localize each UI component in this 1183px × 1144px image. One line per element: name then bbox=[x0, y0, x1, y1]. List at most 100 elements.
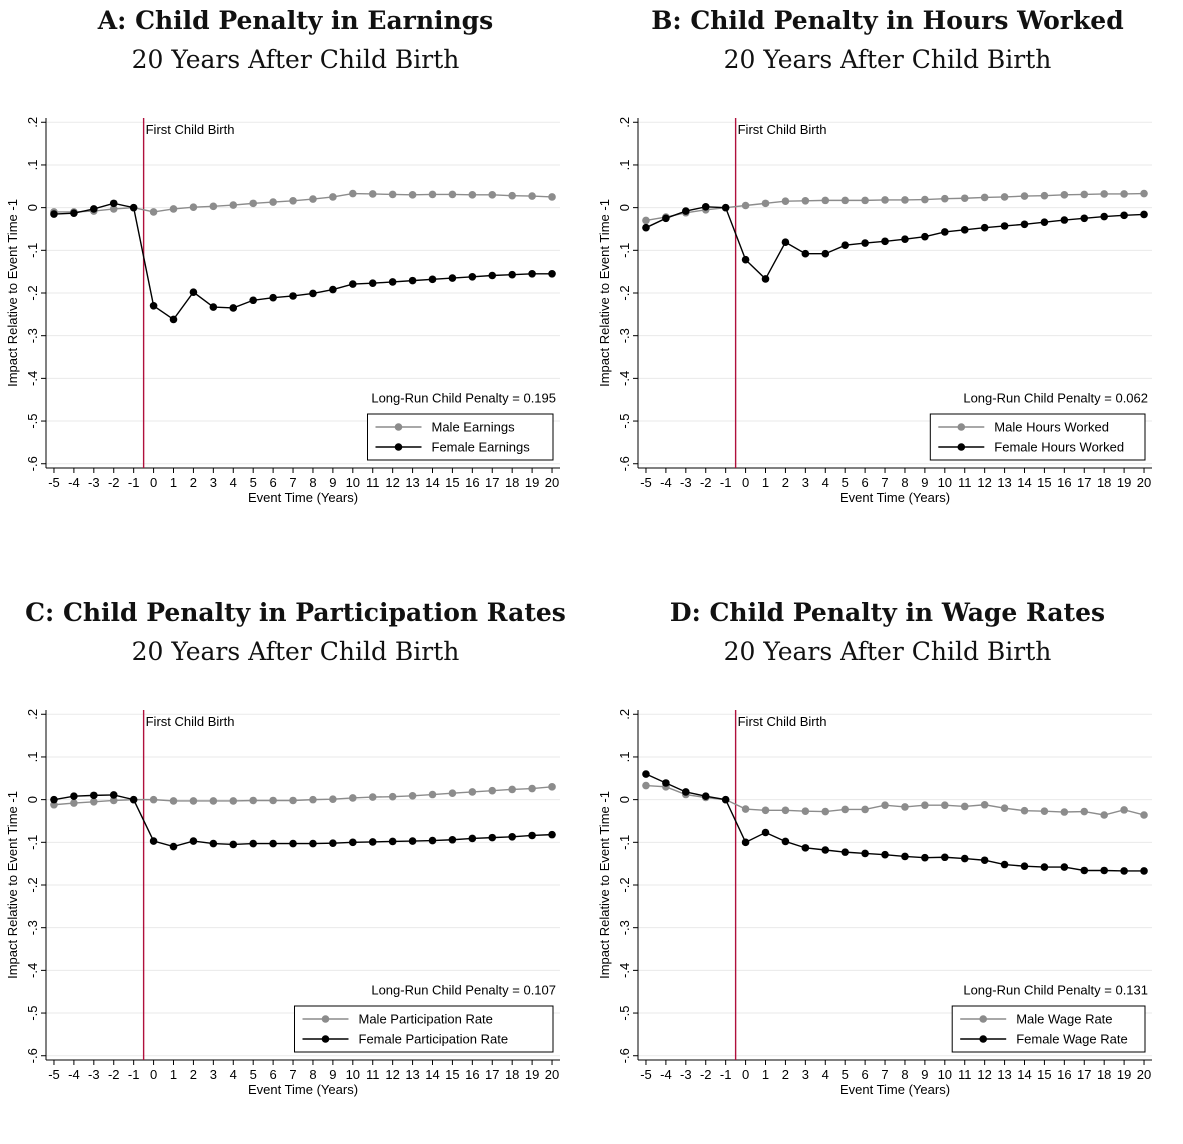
legend-label: Female Earnings bbox=[432, 440, 531, 455]
x-tick-label: 5 bbox=[842, 1067, 849, 1082]
data-point bbox=[448, 789, 457, 798]
data-point bbox=[1120, 806, 1128, 814]
y-tick-label: -.6 bbox=[25, 1048, 40, 1063]
data-point bbox=[408, 191, 417, 199]
data-point bbox=[528, 831, 536, 840]
x-axis-title: Event Time (Years) bbox=[840, 490, 950, 505]
x-tick-label: -2 bbox=[700, 1067, 712, 1082]
x-tick-label: 15 bbox=[445, 475, 459, 490]
data-point bbox=[662, 214, 670, 223]
data-point bbox=[1060, 863, 1069, 871]
data-point bbox=[329, 839, 337, 847]
data-point bbox=[448, 274, 457, 282]
data-point bbox=[901, 803, 909, 811]
data-point bbox=[349, 838, 357, 847]
data-point bbox=[941, 194, 949, 203]
data-point bbox=[189, 797, 198, 805]
data-point bbox=[528, 269, 536, 278]
data-point bbox=[1100, 190, 1108, 198]
x-tick-label: -1 bbox=[128, 475, 140, 490]
data-point bbox=[508, 191, 516, 200]
data-point bbox=[821, 249, 830, 258]
x-tick-label: 2 bbox=[782, 475, 789, 490]
data-point bbox=[368, 793, 377, 801]
data-point bbox=[50, 210, 58, 218]
data-point bbox=[408, 837, 417, 845]
chart-title: C: Child Penalty in Participation Rates bbox=[25, 598, 566, 627]
data-point bbox=[488, 786, 497, 795]
x-tick-label: -1 bbox=[720, 1067, 732, 1082]
data-point bbox=[701, 792, 710, 801]
data-point bbox=[90, 205, 98, 213]
x-tick-label: 16 bbox=[1057, 475, 1071, 490]
data-point bbox=[761, 828, 770, 837]
x-tick-label: -1 bbox=[128, 1067, 140, 1082]
x-tick-label: 15 bbox=[445, 1067, 459, 1082]
x-tick-label: 14 bbox=[425, 475, 439, 490]
data-point bbox=[109, 199, 118, 208]
y-tick-label: 0 bbox=[25, 796, 40, 803]
x-tick-label: 3 bbox=[210, 475, 217, 490]
data-point bbox=[428, 836, 437, 845]
x-tick-label: 0 bbox=[742, 475, 749, 490]
x-tick-label: 9 bbox=[921, 475, 928, 490]
data-point bbox=[329, 795, 337, 804]
series-line bbox=[53, 794, 553, 848]
x-tick-label: 11 bbox=[366, 475, 380, 490]
data-point bbox=[1100, 811, 1108, 819]
x-tick-label: 13 bbox=[997, 475, 1011, 490]
x-tick-label: -3 bbox=[88, 1067, 100, 1082]
data-point bbox=[980, 223, 989, 232]
data-point bbox=[289, 839, 297, 848]
x-tick-label: 0 bbox=[150, 475, 157, 490]
data-point bbox=[721, 795, 730, 804]
x-tick-label: 16 bbox=[1057, 1067, 1071, 1082]
panel-b: B: Child Penalty in Hours Worked 20 Year… bbox=[592, 0, 1183, 552]
y-tick-label: -.2 bbox=[25, 285, 40, 300]
data-point bbox=[349, 794, 357, 802]
data-point bbox=[468, 788, 477, 796]
data-point bbox=[980, 800, 989, 809]
x-tick-label: 8 bbox=[309, 475, 316, 490]
data-point bbox=[1100, 866, 1108, 875]
data-point bbox=[662, 779, 670, 787]
data-point bbox=[1140, 189, 1148, 198]
y-tick-label: -.4 bbox=[25, 371, 40, 386]
data-point bbox=[741, 838, 750, 847]
data-point bbox=[741, 201, 750, 210]
data-point bbox=[841, 196, 849, 205]
y-tick-label: -.4 bbox=[25, 963, 40, 978]
x-tick-label: 17 bbox=[485, 475, 499, 490]
legend-box bbox=[294, 1005, 554, 1053]
y-tick-label: .2 bbox=[25, 117, 40, 128]
long-run-penalty-annotation: Long-Run Child Penalty = 0.107 bbox=[371, 983, 556, 998]
data-point bbox=[448, 190, 457, 199]
y-tick-label: -.6 bbox=[25, 456, 40, 471]
x-tick-label: -3 bbox=[680, 1067, 692, 1082]
data-point bbox=[682, 788, 690, 796]
data-point bbox=[309, 839, 317, 848]
data-point bbox=[289, 796, 297, 805]
data-point bbox=[448, 835, 457, 844]
event-line-label: First Child Birth bbox=[146, 714, 235, 729]
data-point bbox=[90, 791, 98, 800]
x-tick-label: -5 bbox=[640, 475, 652, 490]
data-point bbox=[229, 201, 238, 209]
data-point bbox=[209, 797, 218, 805]
x-tick-label: 20 bbox=[545, 475, 559, 490]
data-point bbox=[1060, 191, 1069, 199]
data-point bbox=[189, 203, 198, 212]
x-tick-label: -2 bbox=[108, 1067, 120, 1082]
x-tick-label: 14 bbox=[1017, 475, 1031, 490]
x-tick-label: 15 bbox=[1037, 1067, 1051, 1082]
y-tick-label: .1 bbox=[25, 160, 40, 171]
data-point bbox=[269, 198, 277, 206]
long-run-penalty-annotation: Long-Run Child Penalty = 0.131 bbox=[963, 983, 1148, 998]
legend-label: Male Participation Rate bbox=[359, 1012, 493, 1027]
data-point bbox=[229, 304, 238, 312]
data-point bbox=[109, 791, 118, 799]
data-point bbox=[1020, 192, 1029, 200]
data-point bbox=[861, 805, 869, 814]
data-point bbox=[1040, 863, 1049, 871]
data-point bbox=[921, 853, 929, 862]
